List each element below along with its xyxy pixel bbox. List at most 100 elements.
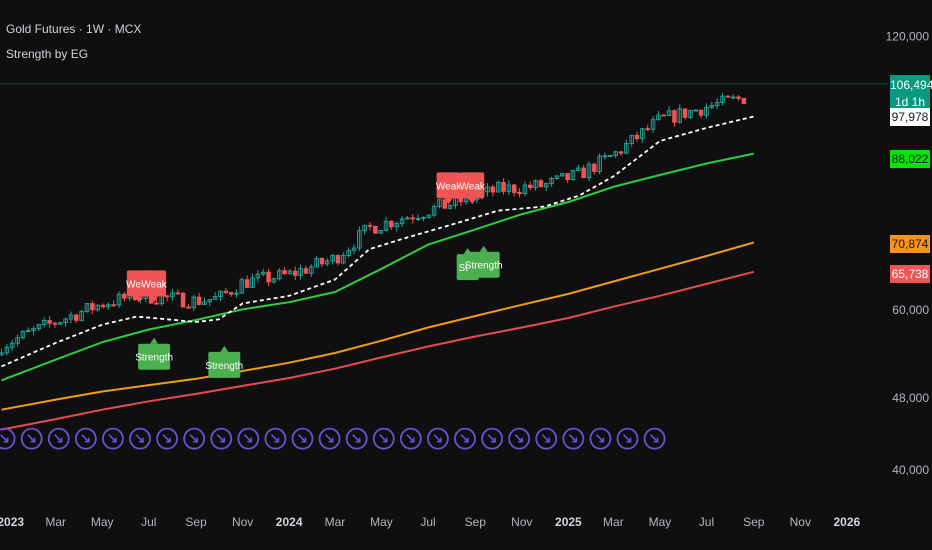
candle-body [437,199,442,207]
marker-ring [562,427,585,450]
signal-box [467,251,500,278]
candles [0,92,747,357]
marker-ring [318,427,341,450]
indicator-lines [1,115,755,431]
event-marker [0,427,16,450]
candle-body [20,330,26,339]
candle-body [693,109,699,112]
candle-body [58,322,63,325]
event-marker [399,427,422,450]
candle-body [538,180,544,188]
candle-body [309,266,314,274]
marker-arrow-icon [568,434,578,443]
candle-body [260,271,266,275]
marker-arrow-icon [297,434,307,443]
marker-arrow-icon [54,434,63,443]
candle-body [116,293,122,306]
marker-ring [643,427,666,450]
candle-body [517,192,522,195]
candle-body [325,260,330,265]
candle-body [666,110,672,116]
event-marker [427,427,449,450]
candle-body [25,330,31,333]
marker-ring [427,427,449,450]
marker-arrow-icon [27,434,36,443]
signal-text: Strength [135,353,173,364]
candle-body [378,229,383,234]
x-tick-label: Mar [45,515,66,529]
x-tick-label: Mar [325,515,346,529]
marker-arrow-icon [433,434,442,443]
event-marker [372,427,395,450]
price-tag: 97,978 [890,107,930,126]
candle-body [485,186,490,193]
event-marker [156,427,178,450]
signal-labels: WeakWeakStrengthStrengthWeakWeakStreStre… [126,172,503,378]
marker-ring [508,427,531,450]
candle-body [549,177,554,185]
marker-arrow-icon [460,434,469,443]
signal-box [460,172,485,199]
candle-body [341,255,346,264]
x-tick-label: 2023 [0,515,24,529]
candle-body [234,292,239,295]
candle-body [725,95,731,98]
marker-arrow-icon [650,434,659,443]
price-tag-countdown: 1d 1h [894,94,926,109]
candle-body [506,184,512,192]
marker-arrow-icon [243,434,253,443]
signal-box [208,351,241,378]
candle-body [656,114,661,121]
candle-body [79,311,84,321]
event-marker [562,427,585,450]
candle-body [581,167,586,179]
strength-signal: Strength [205,345,243,378]
marker-arrow-icon [162,434,171,443]
signal-pointer [479,245,488,252]
marker-ring [210,427,233,450]
y-tick-label: 40,000 [892,463,929,477]
signal-pointer [134,296,143,303]
signal-text: Strength [465,261,503,272]
candle-body [490,186,496,193]
event-marker [508,427,531,450]
marker-ring [156,427,178,450]
x-tick-label: Jul [420,515,435,529]
candle-body [271,278,277,283]
marker-arrow-icon [135,434,144,443]
candle-body [293,270,298,276]
candle-body [389,220,394,228]
y-tick-label: 48,000 [892,391,929,405]
candle-body [682,108,688,118]
x-tick-label: Jul [699,515,714,529]
candle-body [618,151,624,154]
price-tag: 106,494 1d 1h [890,74,932,113]
price-tag-value: 70,874 [891,237,929,252]
price-tag-value: 65,738 [891,266,929,281]
signal-text: Strength [205,361,243,372]
event-markers [0,427,666,450]
candle-body [410,217,415,220]
candle-body [276,270,282,280]
candle-body [335,255,341,264]
signal-box [142,270,167,297]
event-marker [616,427,639,450]
event-marker [74,427,97,450]
candle-body [180,292,186,308]
x-tick-label: Jul [141,515,156,529]
candle-body [84,303,90,312]
candle-body [560,173,565,177]
candle-body [645,128,650,131]
candle-body [447,204,453,209]
candle-body [736,96,741,99]
candle-body [319,257,325,265]
marker-ring [102,427,124,450]
candle-body [164,295,170,298]
x-tick-label: Sep [743,515,765,529]
candle-body [111,304,116,307]
event-marker [345,427,368,450]
candle-body [544,183,549,188]
marker-arrow-icon [595,434,605,443]
candle-body [634,134,640,140]
